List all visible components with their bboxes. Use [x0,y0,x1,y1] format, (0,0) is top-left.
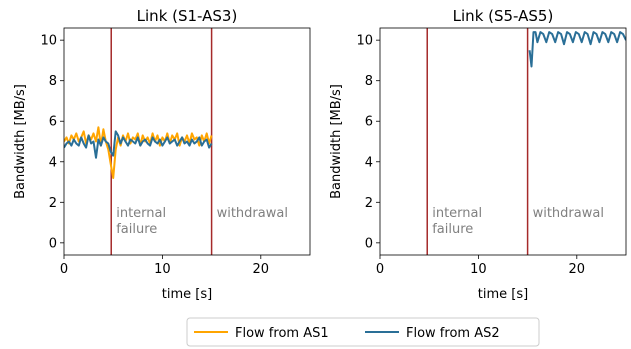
x-tick-label: 10 [154,262,171,277]
y-tick-label: 4 [365,155,373,170]
y-tick-label: 8 [49,74,57,89]
axes-frame [63,27,311,256]
series-group [528,31,626,68]
legend-frame [186,317,540,347]
y-axis-label: Bandwidth [MB/s] [329,84,344,199]
chart-title: Link (S1-AS3) [137,7,238,25]
x-tick-label: 10 [470,262,487,277]
y-tick-label: 0 [365,236,373,251]
legend-label-as1: Flow from AS1 [235,326,329,341]
event-annotation: internal [116,206,166,221]
series-line [64,130,213,159]
axes-frame [379,27,627,256]
y-tick-label: 8 [365,74,373,89]
y-tick-label: 6 [365,115,373,130]
x-tick-label: 0 [60,262,68,277]
y-tick-label: 6 [49,115,57,130]
x-axis-label: time [s] [162,287,212,302]
x-tick-label: 0 [376,262,384,277]
y-tick-label: 10 [40,34,57,49]
event-annotation: withdrawal [533,206,604,221]
x-axis-label: time [s] [478,287,528,302]
event-annotation: withdrawal [217,206,288,221]
y-tick-label: 2 [365,196,373,211]
series-line [528,31,626,68]
series-line [64,126,213,179]
event-annotation: failure [116,222,157,237]
y-tick-label: 2 [49,196,57,211]
y-tick-label: 0 [49,236,57,251]
event-annotation: failure [432,222,473,237]
chart-title: Link (S5-AS5) [453,7,554,25]
y-tick-label: 10 [356,34,373,49]
legend-label-as2: Flow from AS2 [406,326,500,341]
x-tick-label: 20 [569,262,586,277]
legend: Flow from AS1 Flow from AS2 [186,317,540,347]
series-group [64,126,213,179]
x-tick-label: 20 [253,262,270,277]
y-tick-label: 4 [49,155,57,170]
event-annotation: internal [432,206,482,221]
y-axis-label: Bandwidth [MB/s] [13,84,28,199]
